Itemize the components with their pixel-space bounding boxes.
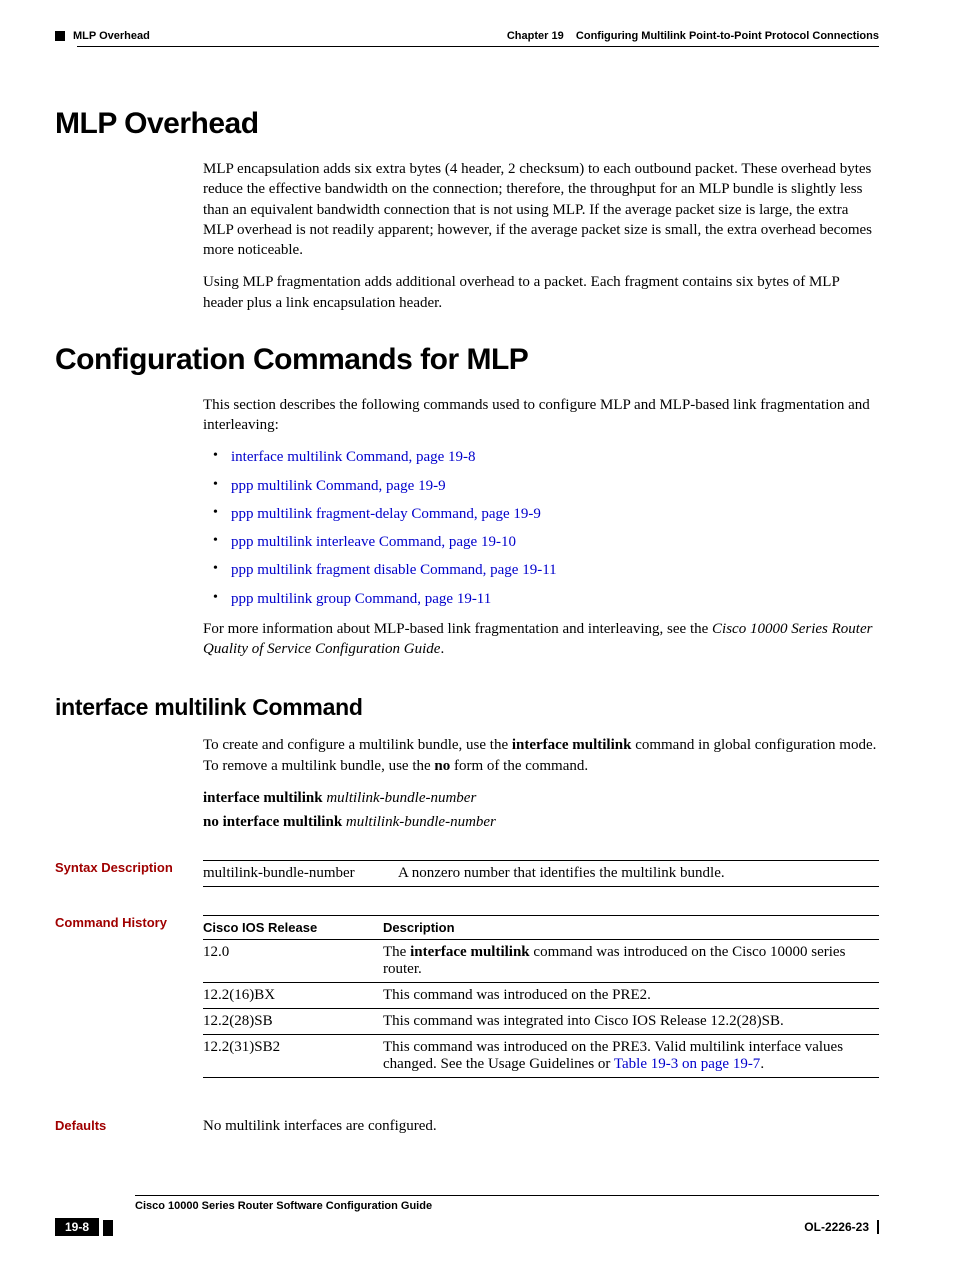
table-row: 12.0 The interface multilink command was… (203, 940, 879, 983)
syntax-line-1: interface multilink multilink-bundle-num… (203, 788, 879, 808)
table-row: 12.2(31)SB2 This command was introduced … (203, 1035, 879, 1078)
link-interface-multilink[interactable]: interface multilink Command, page 19-8 (231, 449, 476, 465)
col-release: Cisco IOS Release (203, 916, 383, 940)
header-chapter-title: Configuring Multilink Point-to-Point Pro… (576, 30, 879, 42)
doc-reference: OL-2226-23 (804, 1220, 879, 1234)
link-ppp-fragment-delay[interactable]: ppp multilink fragment-delay Command, pa… (231, 506, 541, 522)
link-ppp-group[interactable]: ppp multilink group Command, page 19-11 (231, 591, 491, 607)
label-command-history: Command History (55, 915, 203, 1078)
interface-para: To create and configure a multilink bund… (203, 735, 879, 776)
header-section: MLP Overhead (73, 30, 150, 42)
page-marker (103, 1220, 113, 1236)
config-intro: This section describes the following com… (203, 395, 879, 436)
table-header-row: Cisco IOS Release Description (203, 916, 879, 940)
page-number: 19-8 (55, 1218, 99, 1236)
syntax-line-2: no interface multilink multilink-bundle-… (203, 812, 879, 832)
history-table: Cisco IOS Release Description 12.0 The i… (203, 915, 879, 1078)
label-defaults: Defaults (55, 1118, 203, 1135)
table-row: multilink-bundle-number A nonzero number… (203, 861, 879, 887)
command-link-list: interface multilink Command, page 19-8 p… (203, 447, 879, 609)
label-syntax-description: Syntax Description (55, 860, 203, 887)
heading-mlp-overhead: MLP Overhead (55, 107, 879, 141)
syntax-desc: A nonzero number that identifies the mul… (398, 861, 879, 887)
syntax-table: multilink-bundle-number A nonzero number… (203, 860, 879, 887)
config-more-info: For more information about MLP-based lin… (203, 619, 879, 660)
link-ppp-fragment-disable[interactable]: ppp multilink fragment disable Command, … (231, 562, 557, 578)
link-table-19-3[interactable]: Table 19-3 on page 19-7 (614, 1056, 760, 1072)
page-footer: Cisco 10000 Series Router Software Confi… (55, 1195, 879, 1236)
table-row: 12.2(28)SB This command was integrated i… (203, 1009, 879, 1035)
heading-config-commands: Configuration Commands for MLP (55, 343, 879, 377)
link-ppp-multilink[interactable]: ppp multilink Command, page 19-9 (231, 478, 446, 494)
heading-interface-multilink: interface multilink Command (55, 694, 879, 721)
defaults-text: No multilink interfaces are configured. (203, 1118, 879, 1135)
corner-marker (55, 31, 65, 41)
col-description: Description (383, 916, 879, 940)
syntax-param: multilink-bundle-number (203, 861, 398, 887)
header-chapter: Chapter 19 (507, 30, 564, 42)
table-row: 12.2(16)BX This command was introduced o… (203, 983, 879, 1009)
link-ppp-interleave[interactable]: ppp multilink interleave Command, page 1… (231, 534, 516, 550)
mlp-para-1: MLP encapsulation adds six extra bytes (… (203, 159, 879, 260)
page-header: MLP Overhead Chapter 19 Configuring Mult… (55, 30, 879, 42)
mlp-para-2: Using MLP fragmentation adds additional … (203, 272, 879, 313)
footer-guide-title: Cisco 10000 Series Router Software Confi… (135, 1200, 879, 1212)
